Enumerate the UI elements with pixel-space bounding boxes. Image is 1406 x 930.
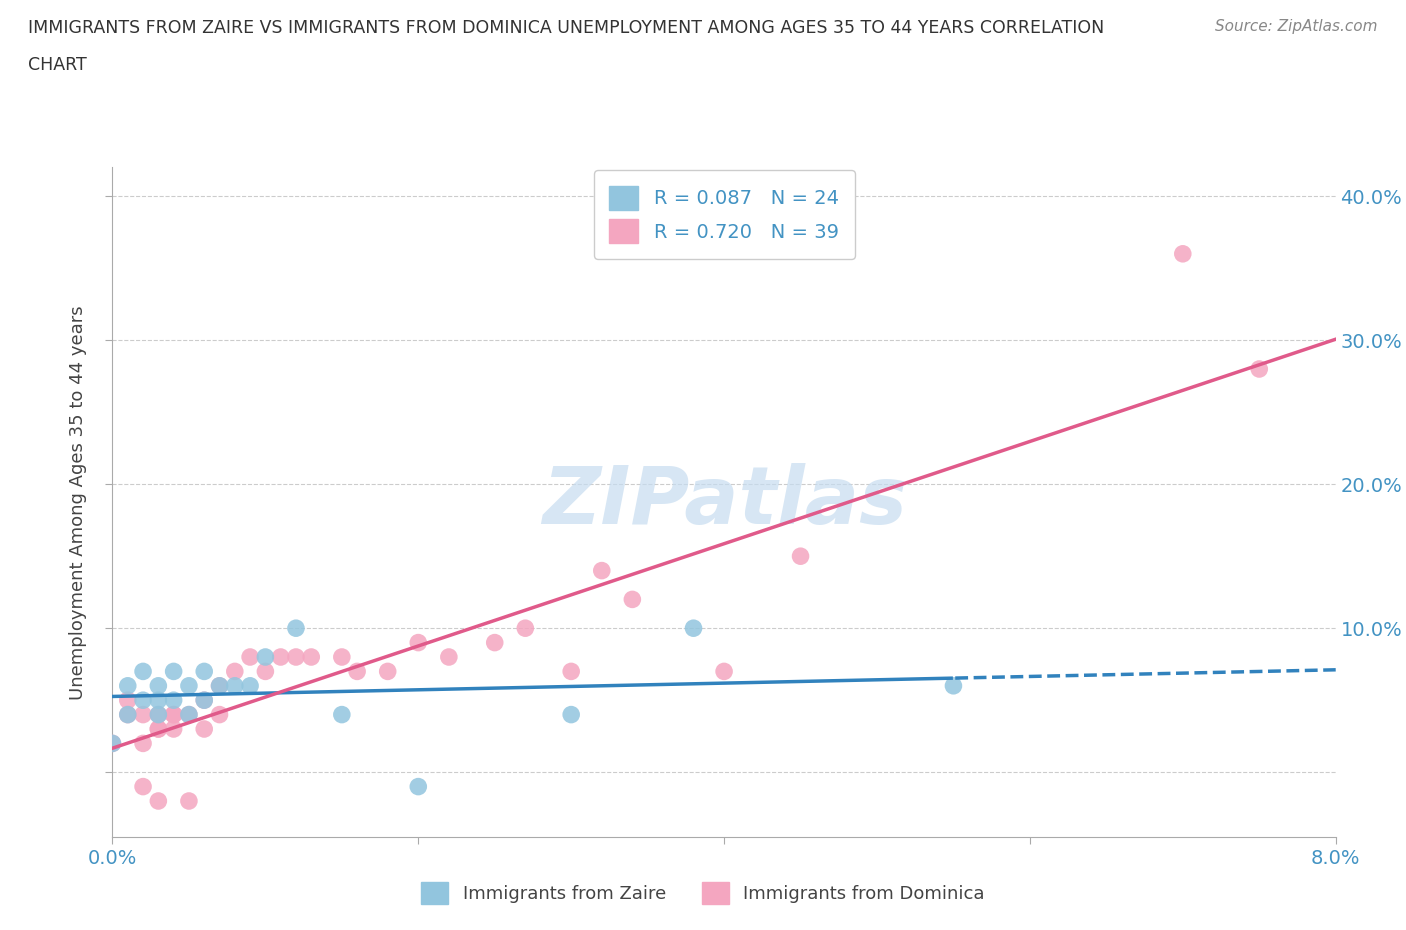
Point: [346, 664, 368, 679]
Point: [148, 707, 170, 722]
Point: [1171, 246, 1194, 261]
Point: [437, 649, 460, 664]
Point: [224, 678, 246, 693]
Point: [254, 664, 277, 679]
Point: [224, 664, 246, 679]
Point: [193, 693, 215, 708]
Point: [789, 549, 811, 564]
Point: [239, 649, 262, 664]
Point: [682, 620, 704, 635]
Point: [591, 564, 613, 578]
Point: [408, 635, 430, 650]
Point: [284, 620, 308, 635]
Point: [560, 707, 582, 722]
Text: Source: ZipAtlas.com: Source: ZipAtlas.com: [1215, 19, 1378, 33]
Point: [193, 664, 215, 679]
Point: [208, 707, 231, 722]
Point: [270, 649, 292, 664]
Point: [330, 707, 353, 722]
Point: [1249, 362, 1271, 377]
Point: [163, 693, 186, 708]
Text: IMMIGRANTS FROM ZAIRE VS IMMIGRANTS FROM DOMINICA UNEMPLOYMENT AMONG AGES 35 TO : IMMIGRANTS FROM ZAIRE VS IMMIGRANTS FROM…: [28, 19, 1104, 36]
Point: [299, 649, 322, 664]
Point: [208, 678, 231, 693]
Point: [177, 707, 200, 722]
Point: [117, 678, 139, 693]
Legend: Immigrants from Zaire, Immigrants from Dominica: Immigrants from Zaire, Immigrants from D…: [413, 875, 993, 911]
Point: [408, 779, 430, 794]
Point: [484, 635, 506, 650]
Point: [239, 678, 262, 693]
Point: [117, 707, 139, 722]
Point: [193, 722, 215, 737]
Point: [942, 678, 965, 693]
Point: [148, 793, 170, 808]
Text: ZIPatlas: ZIPatlas: [541, 463, 907, 541]
Point: [148, 678, 170, 693]
Point: [163, 722, 186, 737]
Point: [148, 707, 170, 722]
Legend: R = 0.087   N = 24, R = 0.720   N = 39: R = 0.087 N = 24, R = 0.720 N = 39: [593, 170, 855, 259]
Point: [132, 707, 155, 722]
Point: [163, 707, 186, 722]
Point: [148, 722, 170, 737]
Point: [132, 736, 155, 751]
Point: [132, 779, 155, 794]
Point: [713, 664, 735, 679]
Point: [284, 649, 308, 664]
Point: [117, 707, 139, 722]
Point: [330, 649, 353, 664]
Point: [560, 664, 582, 679]
Point: [163, 664, 186, 679]
Point: [208, 678, 231, 693]
Point: [148, 722, 170, 737]
Point: [177, 793, 200, 808]
Point: [621, 592, 644, 607]
Point: [254, 649, 277, 664]
Y-axis label: Unemployment Among Ages 35 to 44 years: Unemployment Among Ages 35 to 44 years: [69, 305, 87, 699]
Point: [163, 707, 186, 722]
Point: [101, 736, 124, 751]
Point: [177, 707, 200, 722]
Point: [101, 736, 124, 751]
Point: [117, 693, 139, 708]
Text: CHART: CHART: [28, 56, 87, 73]
Point: [132, 664, 155, 679]
Point: [132, 693, 155, 708]
Point: [193, 693, 215, 708]
Point: [148, 693, 170, 708]
Point: [377, 664, 399, 679]
Point: [515, 620, 537, 635]
Point: [177, 678, 200, 693]
